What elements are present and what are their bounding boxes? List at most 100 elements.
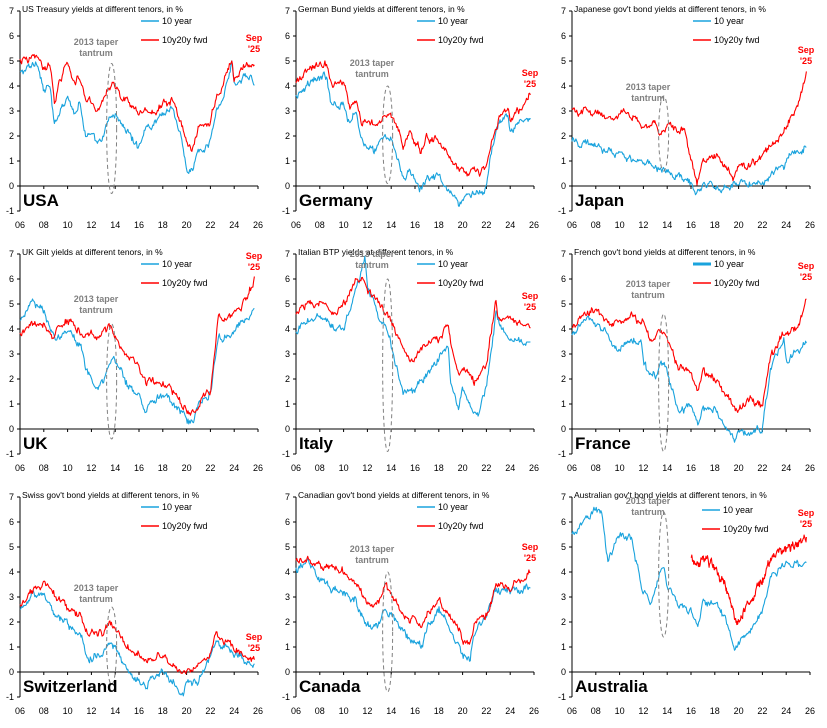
- chart-title: Japanese gov't bond yields at different …: [574, 4, 766, 14]
- y-tick-label: 1: [285, 399, 290, 409]
- x-tick-label: 06: [291, 706, 301, 716]
- taper-label: 2013 taper: [350, 58, 395, 68]
- series-line-fwd: [571, 71, 807, 186]
- taper-tantrum-ellipse: [106, 63, 118, 194]
- y-tick-label: 7: [561, 6, 566, 16]
- sep-label: '25: [800, 272, 812, 282]
- x-tick-label: 16: [410, 220, 420, 230]
- x-tick-label: 10: [339, 706, 349, 716]
- x-tick-label: 22: [757, 463, 767, 473]
- legend-label: 10 year: [438, 259, 468, 269]
- country-label: Italy: [299, 434, 334, 453]
- x-tick-label: 16: [134, 706, 144, 716]
- y-tick-label: 0: [561, 424, 566, 434]
- y-tick-label: 0: [561, 667, 566, 677]
- chart-title: UK Gilt yields at different tenors, in %: [22, 247, 163, 257]
- legend-label: 10y20y fwd: [438, 521, 484, 531]
- x-tick-label: 16: [686, 463, 696, 473]
- legend-label: 10y20y fwd: [438, 35, 484, 45]
- x-tick-label: 08: [591, 463, 601, 473]
- legend-label: 10y20y fwd: [714, 35, 760, 45]
- y-tick-label: 5: [9, 299, 14, 309]
- country-label: Australia: [575, 677, 648, 696]
- y-tick-label: 3: [285, 592, 290, 602]
- y-tick-label: 5: [9, 542, 14, 552]
- y-tick-label: 7: [9, 6, 14, 16]
- x-tick-label: 26: [529, 463, 539, 473]
- x-tick-label: 14: [110, 463, 120, 473]
- y-tick-label: -1: [6, 692, 14, 702]
- y-tick-label: -1: [282, 206, 290, 216]
- y-tick-label: 3: [9, 592, 14, 602]
- y-tick-label: 7: [561, 492, 566, 502]
- x-tick-label: 14: [386, 220, 396, 230]
- x-tick-label: 06: [291, 220, 301, 230]
- chart-title: Australian gov't bond yields at differen…: [574, 490, 767, 500]
- x-tick-label: 10: [339, 463, 349, 473]
- sep-label: '25: [248, 643, 260, 653]
- series-line-ten-year: [571, 315, 807, 443]
- x-tick-label: 24: [229, 706, 239, 716]
- legend-label: 10 year: [162, 16, 192, 26]
- sep-label: '25: [248, 44, 260, 54]
- x-tick-label: 10: [615, 220, 625, 230]
- series-line-fwd: [19, 580, 255, 675]
- x-tick-label: 06: [15, 706, 25, 716]
- taper-label: 2013 taper: [626, 82, 671, 92]
- y-tick-label: -1: [558, 206, 566, 216]
- country-label: France: [575, 434, 631, 453]
- x-tick-label: 10: [63, 220, 73, 230]
- sep-label: '25: [800, 56, 812, 66]
- x-tick-label: 24: [505, 463, 515, 473]
- chart-title: Canadian gov't bond yields at different …: [298, 490, 490, 500]
- y-tick-label: 5: [285, 299, 290, 309]
- y-tick-label: 1: [9, 642, 14, 652]
- taper-tantrum-ellipse: [106, 606, 118, 685]
- taper-label: tantrum: [355, 69, 389, 79]
- y-tick-label: 0: [285, 181, 290, 191]
- y-tick-label: 5: [561, 299, 566, 309]
- x-tick-label: 18: [434, 706, 444, 716]
- x-tick-label: 08: [315, 220, 325, 230]
- y-tick-label: 4: [285, 81, 290, 91]
- x-tick-label: 20: [182, 220, 192, 230]
- legend-label: 10y20y fwd: [723, 524, 769, 534]
- series-line-fwd: [295, 276, 531, 386]
- x-tick-label: 08: [315, 706, 325, 716]
- sep-label: Sep: [798, 45, 815, 55]
- series-line-fwd: [690, 534, 807, 626]
- x-tick-label: 24: [505, 220, 515, 230]
- taper-tantrum-ellipse: [106, 323, 118, 440]
- series-line-ten-year: [19, 298, 255, 425]
- x-tick-label: 16: [134, 220, 144, 230]
- x-tick-label: 06: [567, 706, 577, 716]
- sep-label: '25: [524, 79, 536, 89]
- y-tick-label: 5: [561, 542, 566, 552]
- y-tick-label: 4: [561, 81, 566, 91]
- country-label: Canada: [299, 677, 361, 696]
- x-tick-label: 10: [615, 706, 625, 716]
- y-tick-label: 0: [9, 181, 14, 191]
- country-label: Switzerland: [23, 677, 117, 696]
- y-tick-label: -1: [6, 449, 14, 459]
- y-tick-label: 6: [561, 517, 566, 527]
- sep-label: '25: [248, 262, 260, 272]
- x-tick-label: 12: [362, 220, 372, 230]
- x-tick-label: 12: [86, 463, 96, 473]
- y-tick-label: 5: [285, 56, 290, 66]
- sep-label: Sep: [246, 251, 263, 261]
- y-tick-label: 6: [561, 274, 566, 284]
- x-tick-label: 16: [410, 463, 420, 473]
- taper-label: 2013 taper: [74, 37, 119, 47]
- x-tick-label: 16: [410, 706, 420, 716]
- y-tick-label: 7: [285, 6, 290, 16]
- y-tick-label: 0: [285, 424, 290, 434]
- sep-label: '25: [800, 519, 812, 529]
- y-tick-label: 4: [561, 324, 566, 334]
- taper-label: tantrum: [79, 48, 113, 58]
